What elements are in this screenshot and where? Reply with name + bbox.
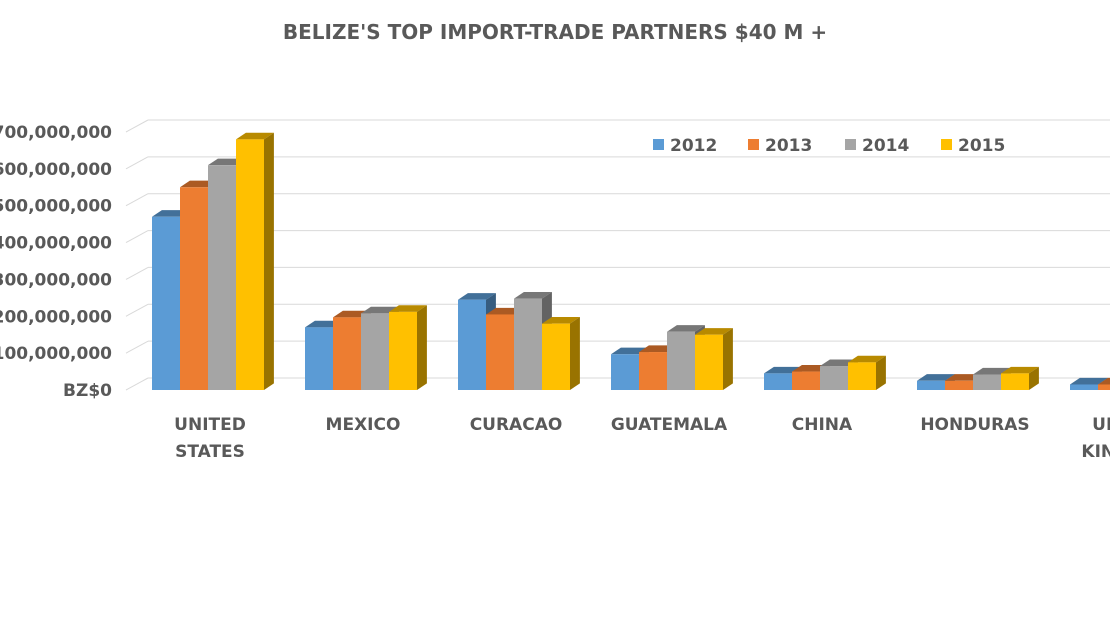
legend-label: 2015 <box>958 136 1005 156</box>
legend-swatch <box>653 139 664 150</box>
bar <box>333 317 361 390</box>
y-tick-label: BZ$400,000,000 <box>0 234 112 254</box>
gridline-side <box>125 156 149 170</box>
bar-top <box>514 291 552 299</box>
chart-title: BELIZE'S TOP IMPORT-TRADE PARTNERS $40 M… <box>282 20 828 44</box>
gridline-side <box>125 303 149 317</box>
bar-side <box>1029 366 1039 390</box>
legend-swatch <box>845 139 856 150</box>
bar-top <box>1098 377 1110 385</box>
x-tick-label: KINGDOM <box>1081 442 1110 462</box>
bar-top <box>973 367 1011 375</box>
x-tick-label: CHINA <box>792 415 853 435</box>
y-tick-label: BZ$200,000,000 <box>0 307 112 327</box>
bar-side <box>570 317 580 390</box>
bar <box>486 314 514 390</box>
bar <box>458 299 486 390</box>
y-tick-label: BZ$700,000,000 <box>0 123 112 143</box>
bar <box>361 313 389 390</box>
legend-label: 2012 <box>670 136 717 156</box>
x-tick-label: MEXICO <box>326 415 401 435</box>
bar-top <box>236 132 274 140</box>
y-tick-label: BZ$600,000,000 <box>0 160 112 180</box>
y-tick-label: BZ$500,000,000 <box>0 197 112 217</box>
bar <box>1098 384 1110 390</box>
bar <box>1001 373 1029 390</box>
legend-label: 2013 <box>765 136 812 156</box>
bar <box>764 373 792 390</box>
bar-side <box>876 355 886 390</box>
x-tick-label: HONDURAS <box>920 415 1029 435</box>
bar <box>152 216 180 390</box>
y-tick-label: BZ$100,000,000 <box>0 344 112 364</box>
legend-swatch <box>941 139 952 150</box>
bar-top <box>542 317 580 324</box>
bar-top <box>389 305 427 312</box>
bar <box>695 334 723 390</box>
bar <box>973 374 1001 390</box>
bar <box>542 323 570 390</box>
bar <box>848 362 876 390</box>
bar <box>389 311 417 390</box>
gridline-side <box>125 230 149 244</box>
bar-top <box>848 355 886 363</box>
bar <box>180 187 208 390</box>
bar-top <box>667 325 705 332</box>
bar <box>208 165 236 390</box>
bar-top <box>458 293 496 300</box>
bar-top <box>917 374 955 381</box>
bar-side <box>723 328 733 390</box>
gridline-side <box>125 266 149 280</box>
bar <box>820 366 848 390</box>
x-tick-label: UNITED <box>1092 415 1110 435</box>
gridline-side <box>125 119 149 133</box>
y-tick-label: BZ$300,000,000 <box>0 270 112 290</box>
bar-side <box>264 132 274 390</box>
bar <box>667 331 695 390</box>
bar <box>611 354 639 390</box>
legend-label: 2014 <box>862 136 909 156</box>
y-tick-label: BZ$0 <box>63 381 112 401</box>
bar-top <box>695 328 733 335</box>
x-tick-label: GUATEMALA <box>611 415 728 435</box>
bar <box>514 298 542 390</box>
bar-side <box>417 305 427 390</box>
bar <box>945 380 973 390</box>
bar <box>1070 384 1098 390</box>
bar <box>305 327 333 390</box>
bar <box>236 139 264 390</box>
bar-top <box>1001 366 1039 374</box>
bar <box>639 352 667 390</box>
x-tick-label: STATES <box>175 442 245 462</box>
bar <box>917 380 945 390</box>
bar <box>792 371 820 390</box>
gridline-side <box>125 340 149 354</box>
x-tick-label: CURACAO <box>470 415 563 435</box>
bar-top <box>1070 377 1108 385</box>
gridline-side <box>125 377 149 391</box>
gridline-side <box>125 193 149 207</box>
legend-swatch <box>748 139 759 150</box>
x-tick-label: UNITED <box>174 415 246 435</box>
